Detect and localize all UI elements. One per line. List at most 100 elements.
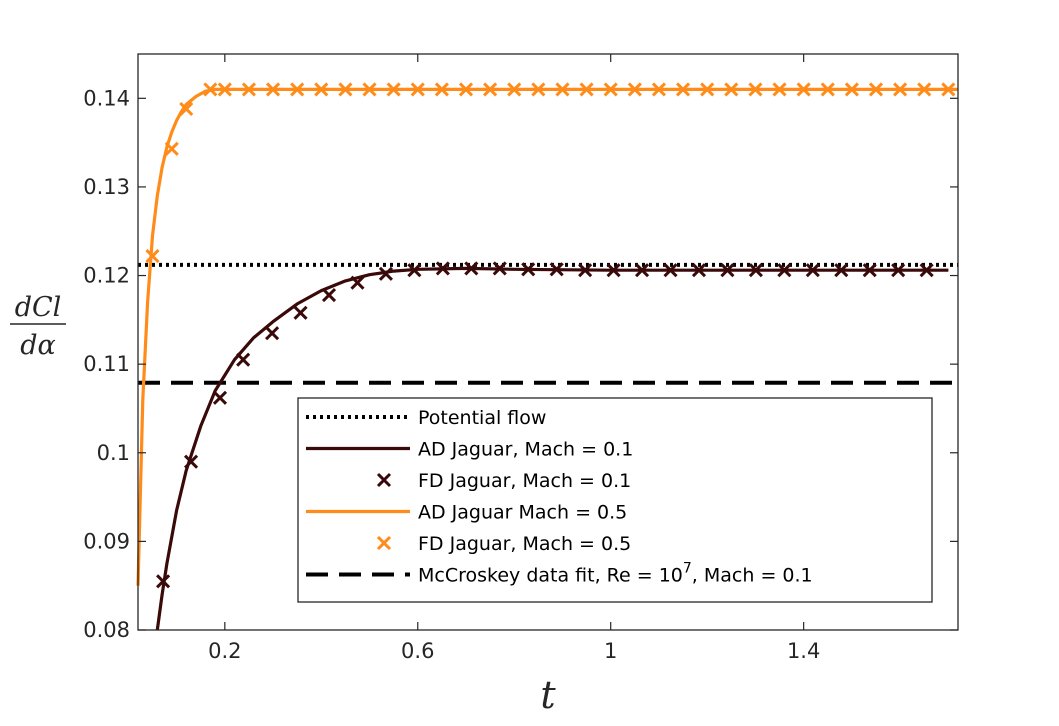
fd-jaguar-mach-0-1-point: [212, 390, 228, 405]
fd-jaguar-mach-0-5-point: [796, 82, 811, 97]
fd-jaguar-mach-0-1-point: [691, 263, 707, 278]
fd-jaguar-mach-0-5-point: [203, 82, 218, 97]
fd-jaguar-mach-0-1-point: [492, 261, 507, 276]
fd-jaguar-mach-0-5-point: [507, 82, 522, 97]
fd-jaguar-mach-0-1-point: [236, 352, 251, 367]
fd-jaguar-mach-0-5-point: [627, 82, 642, 97]
legend-item-fd-jaguar-mach-0-5: FD Jaguar, Mach = 0.5: [376, 533, 631, 555]
fd-jaguar-mach-0-5-point: [314, 82, 329, 97]
fd-jaguar-mach-0-1-point: [549, 262, 564, 277]
fd-jaguar-mach-0-5-point: [893, 82, 908, 97]
fd-jaguar-mach-0-1-point: [891, 263, 906, 278]
fd-jaguar-mach-0-1-point: [578, 263, 593, 278]
fd-jaguar-mach-0-5-point: [265, 82, 281, 97]
y-axis-label-numerator: dCl: [15, 292, 62, 323]
legend-label-suffix: , Mach = 0.1: [692, 565, 813, 587]
fd-jaguar-mach-0-5-point: [179, 101, 194, 117]
y-tick-label: 0.1: [97, 441, 130, 465]
fd-jaguar-mach-0-1-point: [834, 263, 849, 278]
fd-jaguar-mach-0-5-point: [820, 82, 835, 97]
fd-jaguar-mach-0-5-point: [651, 82, 667, 97]
fd-jaguar-mach-0-1-markers: [156, 261, 934, 589]
fd-jaguar-mach-0-5-point: [410, 82, 425, 97]
fd-jaguar-mach-0-5-point: [458, 82, 474, 97]
fd-jaguar-mach-0-1-point: [378, 266, 393, 281]
legend-item-fd-jaguar-mach-0-1: FD Jaguar, Mach = 0.1: [376, 470, 631, 492]
fd-jaguar-mach-0-5-point: [241, 82, 257, 97]
plot-frame: [137, 53, 959, 631]
fd-jaguar-mach-0-1-point: [862, 263, 877, 278]
fd-jaguar-mach-0-5-point: [434, 82, 449, 97]
fd-jaguar-mach-0-5-point: [555, 82, 570, 97]
fd-jaguar-mach-0-5-point: [338, 82, 353, 97]
fd-jaguar-mach-0-5-point: [145, 248, 160, 264]
fd-jaguar-mach-0-5-point: [868, 82, 884, 97]
x-axis-label: t: [540, 673, 556, 717]
series-layer: [136, 82, 958, 631]
fd-jaguar-mach-0-5-point: [386, 82, 401, 97]
tick-layer: 0.2 0.6 1 1.4 0.08 0.09 0.1 0.11 0.12 0.13 0.14: [83, 54, 958, 663]
legend-label-superscript: 7: [683, 561, 692, 577]
y-tick-label: 0.11: [83, 352, 130, 376]
y-axis-label-denominator: dα: [20, 330, 56, 361]
fd-jaguar-mach-0-1-point: [606, 263, 621, 278]
fd-jaguar-mach-0-5-point: [362, 82, 377, 97]
legend: Potential flow AD Jaguar, Mach = 0.1 FD Ja…: [297, 397, 933, 603]
y-tick-label: 0.13: [83, 175, 130, 199]
legend-swatch-fd-jaguar-mach-0-1: [376, 472, 392, 488]
legend-label-ad-jaguar-mach-0-5: AD Jaguar Mach = 0.5: [418, 502, 627, 524]
legend-item-mccroskey-data-fit-re-10-mach-0-1: McCroskey data fit, Re = 107, Mach = 0.1: [306, 561, 813, 587]
fd-jaguar-mach-0-1-point: [805, 263, 820, 278]
fd-jaguar-mach-0-5-point: [724, 82, 739, 97]
legend-swatch-fd-jaguar-mach-0-5: [376, 535, 392, 551]
fd-jaguar-mach-0-5-point: [844, 82, 859, 97]
fd-jaguar-mach-0-5-point: [483, 82, 498, 97]
x-tick-label: 0.2: [208, 639, 241, 663]
legend-item-potential-flow: Potential flow: [306, 407, 546, 429]
fd-jaguar-mach-0-5-point: [748, 82, 763, 97]
fd-jaguar-mach-0-5-point: [290, 82, 305, 97]
legend-item-ad-jaguar-mach-0-1: AD Jaguar, Mach = 0.1: [306, 439, 633, 461]
fd-jaguar-mach-0-5-point: [772, 82, 787, 97]
y-tick-label: 0.09: [83, 529, 130, 553]
y-axis-label: dCl dα: [10, 292, 66, 361]
fd-jaguar-mach-0-5-point: [700, 82, 715, 97]
fd-jaguar-mach-0-5-point: [217, 82, 232, 97]
fd-jaguar-mach-0-1-point: [293, 305, 308, 320]
fd-jaguar-mach-0-5-point: [941, 82, 956, 97]
legend-label-mccroskey-data-fit-re-10-mach-0-1: McCroskey data fit, Re = 107, Mach = 0.1: [418, 561, 813, 587]
fd-jaguar-mach-0-1-point: [321, 287, 337, 303]
fd-jaguar-mach-0-5-point: [531, 82, 546, 97]
fd-jaguar-mach-0-1-point: [521, 262, 536, 277]
fd-jaguar-mach-0-1-point: [748, 263, 763, 278]
fd-jaguar-mach-0-1-point: [720, 263, 735, 278]
fd-jaguar-mach-0-1-point: [777, 263, 792, 278]
legend-box: [297, 397, 933, 603]
fd-jaguar-mach-0-5-point: [917, 82, 932, 97]
y-tick-label: 0.08: [83, 618, 130, 642]
fd-jaguar-mach-0-1-point: [407, 263, 422, 278]
fd-jaguar-mach-0-5-point: [164, 141, 179, 156]
fd-jaguar-mach-0-1-point: [265, 326, 280, 341]
fd-jaguar-mach-0-1-point: [663, 263, 678, 278]
fd-jaguar-mach-0-1-point: [156, 574, 171, 589]
fd-jaguar-mach-0-1-point: [183, 454, 199, 469]
fd-jaguar-mach-0-1-point: [435, 261, 450, 276]
legend-item-ad-jaguar-mach-0-5: AD Jaguar Mach = 0.5: [306, 502, 627, 524]
x-tick-label: 1: [604, 639, 617, 663]
y-tick-label: 0.14: [83, 86, 130, 110]
fd-jaguar-mach-0-5-point: [579, 82, 594, 97]
y-tick-label: 0.12: [83, 264, 130, 288]
fd-jaguar-mach-0-1-point: [919, 263, 934, 278]
fd-jaguar-mach-0-1-point: [350, 275, 365, 290]
legend-label-ad-jaguar-mach-0-1: AD Jaguar, Mach = 0.1: [418, 439, 633, 461]
fd-jaguar-mach-0-5-point: [675, 82, 691, 97]
x-tick-label: 1.4: [787, 639, 820, 663]
fd-jaguar-mach-0-5-markers: [145, 82, 956, 264]
legend-label-fd-jaguar-mach-0-5: FD Jaguar, Mach = 0.5: [418, 533, 631, 555]
fd-jaguar-mach-0-1-point: [634, 263, 650, 278]
fd-jaguar-mach-0-5-point: [603, 82, 618, 97]
x-tick-label: 0.6: [401, 639, 434, 663]
legend-label-potential-flow: Potential flow: [418, 407, 546, 429]
